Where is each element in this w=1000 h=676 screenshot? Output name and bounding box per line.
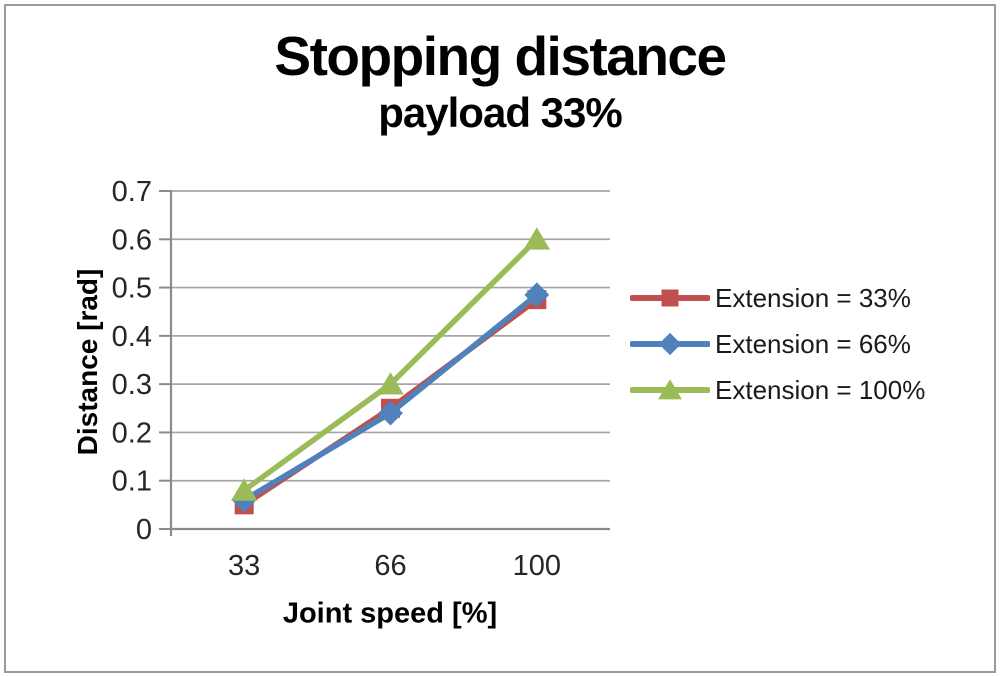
legend-item-0: Extension = 33% (630, 275, 925, 321)
legend: Extension = 33% Extension = 66% Extension … (630, 275, 925, 413)
legend-label: Extension = 66% (715, 328, 911, 359)
y-tick-label: 0.2 (112, 417, 152, 449)
chart-title: Stopping distance (274, 25, 727, 87)
marker-triangle (377, 372, 404, 395)
legend-label: Extension = 33% (715, 282, 911, 313)
marker-diamond (378, 400, 403, 426)
y-tick-label: 0.1 (112, 466, 152, 498)
marker-diamond (524, 282, 550, 308)
y-tick-label: 0.6 (112, 224, 152, 256)
chart-subtitle: payload 33% (378, 89, 622, 136)
series-line-1 (241, 292, 540, 503)
x-tick-label: 33 (228, 550, 260, 582)
y-tick-label: 0 (136, 514, 152, 546)
legend-marker-triangle-icon (630, 379, 710, 400)
legend-item-2: Extension = 100% (630, 367, 925, 413)
y-tick-label: 0.4 (112, 321, 152, 353)
legend-label: Extension = 100% (715, 374, 926, 405)
x-axis-title: Joint speed [%] (282, 597, 498, 630)
title-block: Stopping distance payload 33% (0, 26, 1000, 136)
y-tick-label: 0.3 (112, 369, 152, 401)
marker-square (661, 289, 679, 307)
y-tick-label: 0.5 (112, 273, 152, 305)
legend-item-1: Extension = 66% (630, 321, 925, 367)
x-tick-label: 66 (374, 550, 406, 582)
marker-triangle (230, 478, 258, 501)
y-axis-title: Distance [rad] (72, 268, 103, 456)
marker-triangle (523, 227, 551, 250)
legend-marker-diamond-icon (630, 332, 710, 356)
marker-triangle (658, 379, 682, 400)
series-line-2 (241, 236, 540, 494)
legend-marker-square-icon (630, 289, 710, 307)
marker-diamond (658, 332, 682, 356)
x-tick-label: 100 (513, 550, 561, 582)
y-tick-label: 0.7 (112, 176, 152, 208)
